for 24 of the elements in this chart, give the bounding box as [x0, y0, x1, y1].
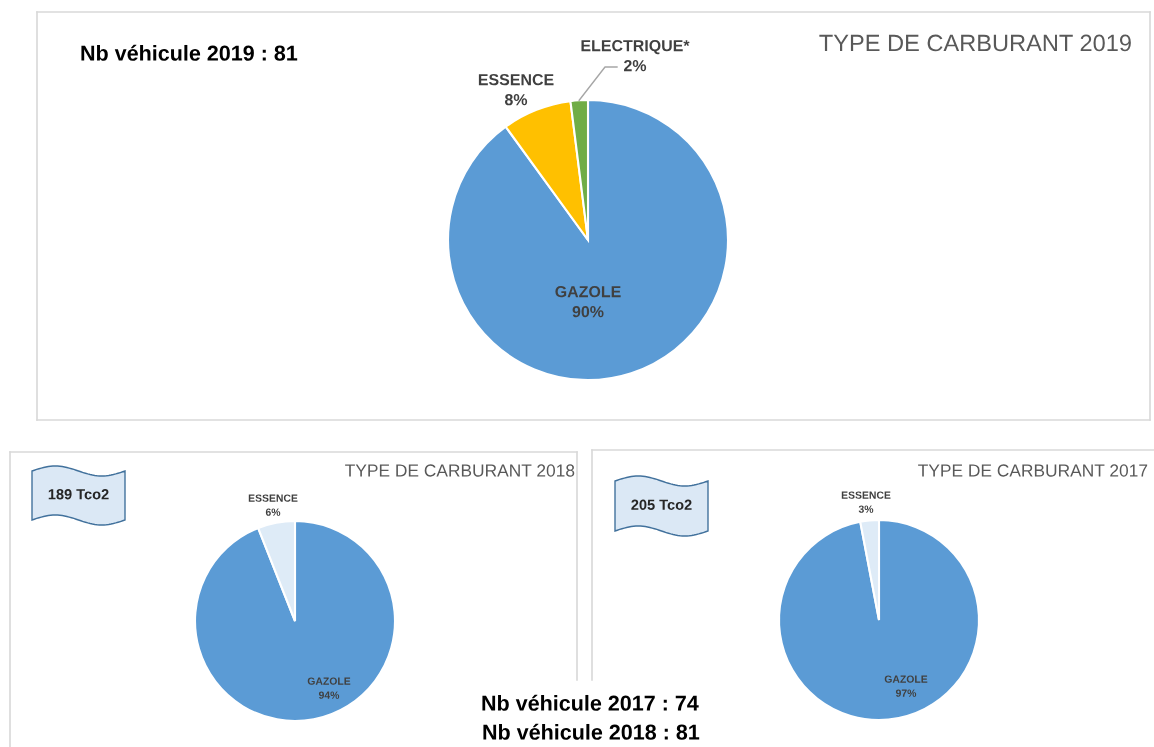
slice-label: GAZOLE — [884, 675, 928, 683]
text: Nb véhicule 2017 : 74 — [482, 694, 699, 711]
slice-label: ESSENCE — [841, 491, 891, 499]
data-label: 2% — [624, 59, 647, 72]
text: 205 Tco2 — [631, 499, 692, 510]
text: TYPE DE CARBURANT 2018 — [345, 464, 575, 477]
text: TYPE DE CARBURANT 2017 — [918, 464, 1148, 477]
slice-label: GAZOLE — [555, 285, 621, 298]
slice-label: ESSENCE — [248, 494, 298, 502]
text: Nb véhicule 2019 : 81 — [81, 44, 298, 61]
data-label: 3% — [858, 505, 874, 513]
data-label: 94% — [318, 691, 340, 699]
data-label: 8% — [504, 93, 528, 106]
data-label: 97% — [895, 689, 917, 697]
data-label: 90% — [572, 305, 604, 318]
slice-label: GAZOLE — [307, 677, 351, 685]
slice-label: ELECTRIQUE* — [581, 39, 690, 55]
data-label: 6% — [265, 508, 281, 516]
text: 189 Tco2 — [48, 489, 109, 500]
text: Nb véhicule 2018 : 81 — [483, 723, 700, 740]
pie-slice — [777, 518, 981, 722]
pie-slice — [193, 519, 397, 723]
slice-label: ESSENCE — [478, 73, 554, 86]
text: TYPE DE CARBURANT 2019 — [819, 34, 1131, 52]
